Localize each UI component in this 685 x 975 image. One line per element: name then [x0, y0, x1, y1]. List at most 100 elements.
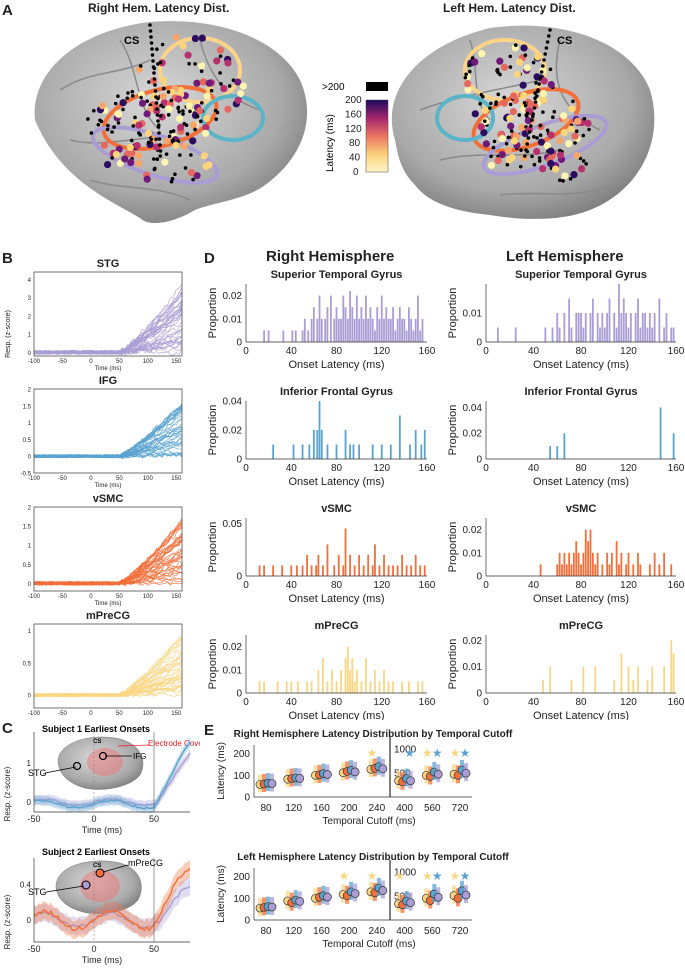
s1-coverage-area — [87, 748, 123, 776]
electrode-responsive — [561, 172, 569, 180]
d-bar — [405, 330, 408, 342]
electrode-responsive — [494, 156, 502, 165]
d-ylabel: Proportion — [447, 639, 459, 690]
electrode-unresponsive — [181, 112, 185, 116]
electrode-unresponsive — [92, 108, 96, 113]
d-bar — [353, 681, 356, 693]
colorbar-tick-label: 0 — [353, 167, 359, 178]
b-ytick-label: 1 — [28, 629, 32, 635]
electrode-unresponsive — [106, 123, 110, 128]
d-bar — [542, 679, 544, 693]
electrode-responsive — [496, 57, 504, 65]
electrode-unresponsive — [121, 107, 125, 112]
electrode-unresponsive — [148, 23, 152, 27]
d-xtick-label: 40 — [286, 580, 298, 591]
electrode-responsive — [547, 80, 555, 89]
d-xtick-label: 120 — [620, 697, 637, 708]
electrode-responsive — [507, 122, 515, 130]
d-bar — [596, 552, 599, 576]
d-bar — [646, 327, 649, 342]
colorbar-label: Latency (ms) — [325, 114, 336, 172]
electrode-responsive — [567, 125, 575, 133]
d-bar — [561, 564, 563, 576]
s1-axes: 0 1 -50 0 50 Time (ms) Resp. (z-score) — [3, 732, 191, 835]
d-bar — [369, 307, 372, 342]
d-bar — [575, 313, 578, 342]
d-bar — [632, 564, 635, 576]
b-ytick-label: 0 — [28, 455, 32, 461]
b-plot-title: STG — [97, 258, 120, 270]
d-bar — [613, 679, 616, 693]
d-bar — [582, 327, 585, 342]
d-bar — [651, 666, 654, 693]
e-point-stg — [461, 768, 471, 778]
d-bar — [589, 313, 592, 342]
electrode-unresponsive — [537, 156, 542, 160]
electrode-responsive — [540, 77, 548, 85]
d-bar — [620, 552, 623, 576]
d-bar — [344, 307, 347, 342]
d-bar — [620, 313, 623, 342]
d-xtick-label: 80 — [575, 346, 587, 357]
d-ylabel: Proportion — [207, 522, 219, 573]
electrode-unresponsive — [213, 108, 218, 113]
electrode-unresponsive — [199, 119, 203, 124]
b-trace — [33, 575, 183, 586]
panel-label-e: E — [204, 722, 215, 739]
d-bar — [414, 554, 417, 576]
e-right-ytick-label: 1000 — [394, 868, 417, 879]
electrode-unresponsive — [491, 145, 496, 150]
e-point-stg — [461, 890, 471, 900]
d-bar — [351, 307, 354, 342]
d-xtick-label: 80 — [575, 580, 587, 591]
electrode-unresponsive — [524, 113, 529, 117]
d-bar — [637, 666, 639, 693]
d-xlabel: Onset Latency (ms) — [289, 593, 385, 605]
d-bar — [380, 295, 383, 342]
electrode-unresponsive — [164, 152, 169, 156]
b-plot-stg: STG 0 1 2 3 4 -100 -50 0 50 100 150 Time (ms) Resp. (… — [5, 258, 183, 372]
d-bar — [358, 554, 361, 576]
d-bar — [307, 330, 310, 342]
d-bar — [551, 327, 554, 342]
s1-ytick-label: 0 — [27, 798, 32, 807]
electrode-unresponsive — [130, 89, 135, 94]
s1-trace-ifg — [33, 741, 191, 810]
b-trace — [33, 638, 183, 698]
electrode-responsive — [547, 159, 555, 168]
d-bar — [387, 565, 390, 576]
e-xtick-label: 560 — [424, 926, 441, 937]
electrode-unresponsive — [193, 127, 197, 132]
d-bar — [317, 669, 320, 693]
electrode-unresponsive — [153, 83, 157, 87]
electrode-responsive — [138, 99, 147, 107]
d-ytick-label: 0 — [236, 689, 242, 700]
electrode-responsive — [172, 33, 180, 41]
d-bar — [263, 330, 265, 342]
d-hist-title: mPreCG — [559, 620, 603, 632]
d-ytick-label: 0.01 — [463, 548, 483, 559]
d-bar — [620, 653, 623, 693]
d-xtick-label: 160 — [668, 463, 685, 474]
d-bar — [318, 401, 321, 459]
electrode-unresponsive — [105, 127, 110, 132]
b-ytick-label: 3 — [28, 296, 32, 302]
d-bar — [362, 565, 365, 576]
d-bar — [417, 295, 419, 342]
d-bar — [340, 669, 342, 693]
electrode-responsive — [224, 105, 232, 113]
d-bar — [423, 565, 426, 576]
d-bar — [672, 327, 675, 342]
d-hist-title: mPreCG — [314, 620, 358, 632]
d-bar — [320, 430, 323, 459]
electrode-responsive — [175, 115, 184, 123]
electrode-responsive — [513, 70, 521, 78]
d-bar — [670, 640, 673, 693]
b-trace — [33, 430, 183, 459]
electrode-unresponsive — [169, 98, 174, 103]
d-bar — [563, 433, 566, 459]
e-point-stg — [323, 770, 332, 779]
d-xtick-label: 120 — [373, 697, 390, 708]
electrode-responsive — [163, 137, 171, 145]
d-bar — [398, 415, 401, 459]
